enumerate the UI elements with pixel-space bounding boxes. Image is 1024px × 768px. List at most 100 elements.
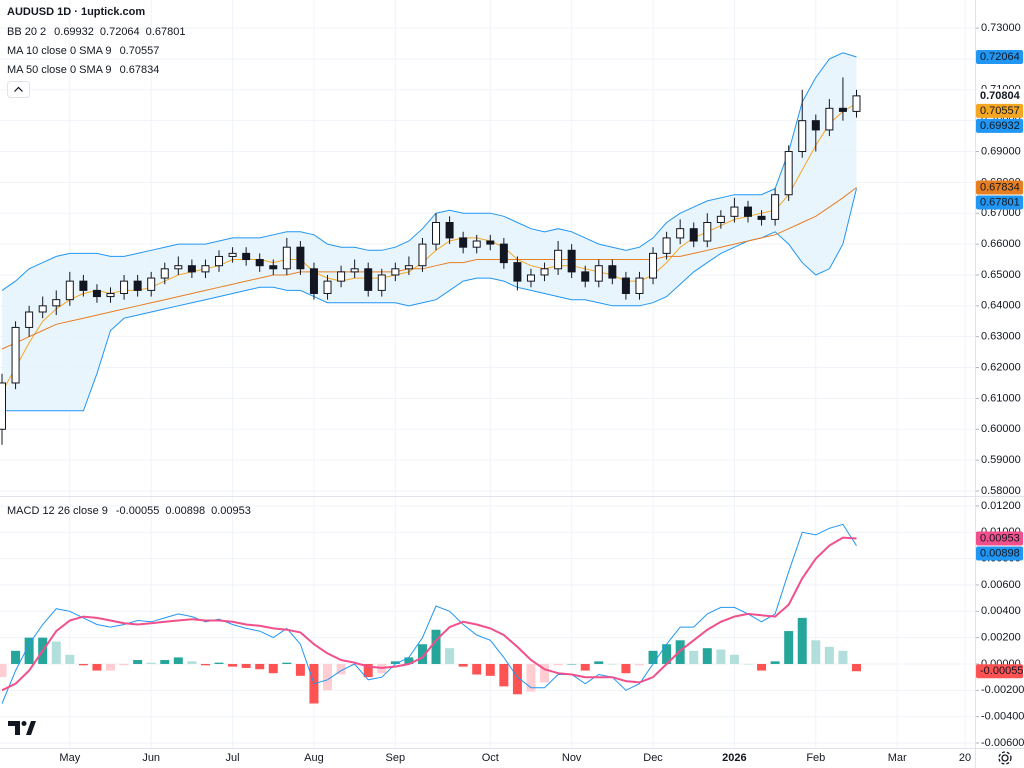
y-tick-label: 0.67000 <box>981 207 1021 219</box>
histogram-bar <box>553 663 563 666</box>
legend-label: MACD 12 26 close 9 <box>7 505 108 517</box>
candle-body <box>784 151 793 196</box>
legend-label: AUDUSD 1D · 1uptick.com <box>7 6 145 18</box>
candle-body <box>594 265 603 282</box>
histogram-bar <box>512 663 522 695</box>
candle-body <box>852 95 861 112</box>
legend-value: 0.70557 <box>120 45 160 57</box>
histogram-bar <box>404 657 414 664</box>
y-tick-label: 0.63000 <box>981 331 1021 343</box>
histogram-bar <box>594 661 604 664</box>
candle-body <box>798 120 807 153</box>
y-tick-label: 0.01200 <box>981 500 1021 512</box>
candle-body <box>621 277 630 294</box>
y-tick-label: 0.00400 <box>981 605 1021 617</box>
histogram-bar <box>689 650 699 664</box>
histogram-bar <box>228 663 238 667</box>
price-tag-label: 0.69932 <box>980 120 1020 132</box>
price-tag-label: 0.72064 <box>980 51 1020 63</box>
bb-fill <box>2 52 857 411</box>
histogram-bar <box>11 650 21 664</box>
y-tick-label: 0.65000 <box>981 269 1021 281</box>
candle-body <box>323 280 332 294</box>
price-tag <box>976 49 1023 64</box>
candle-body <box>526 274 535 282</box>
candle-body <box>282 246 291 270</box>
histogram-bar <box>295 663 305 676</box>
candle-body <box>418 243 427 267</box>
histogram-bar <box>472 663 482 675</box>
price-tag <box>976 180 1023 195</box>
candle-body <box>38 305 47 313</box>
candle-body <box>65 280 74 301</box>
histogram-bar <box>458 663 468 667</box>
y-tick-label: 0.59000 <box>981 454 1021 466</box>
histogram-bar <box>160 660 170 664</box>
histogram-bar <box>580 663 590 671</box>
y-tick-label: 0.64000 <box>981 300 1021 312</box>
candle-body <box>499 243 508 264</box>
candle-body <box>201 265 210 273</box>
legend-label: MA 50 close 0 SMA 9 <box>7 64 112 76</box>
gear-hub <box>1001 754 1009 762</box>
y-tick-label: 0.58000 <box>981 485 1021 497</box>
price-tag-label: 0.70804 <box>980 90 1021 102</box>
histogram-bar <box>729 654 739 664</box>
histogram-bar <box>797 617 807 664</box>
histogram-bar <box>363 663 373 678</box>
histogram-bar <box>743 663 753 665</box>
button-frame <box>7 81 30 98</box>
candle-body <box>147 277 156 291</box>
collapse-button[interactable] <box>7 81 30 98</box>
price-tag <box>976 546 1023 561</box>
histogram-bar <box>0 663 7 678</box>
x-tick-label: Dec <box>643 752 663 764</box>
candle-body <box>445 222 454 239</box>
price-tag-label: 0.67801 <box>980 196 1020 208</box>
candle-body <box>771 194 780 220</box>
candle-body <box>716 215 725 224</box>
bb-lower <box>2 188 857 412</box>
candle-body <box>0 382 6 430</box>
y-tick-label: -0.00200 <box>981 684 1024 696</box>
histogram-bar <box>282 662 292 664</box>
candle-body <box>757 215 766 220</box>
gear-teeth <box>998 751 1012 765</box>
candle-body <box>581 271 590 282</box>
histogram-bar <box>133 660 143 664</box>
histogram-bar <box>824 646 834 664</box>
candle-body <box>472 240 481 248</box>
histogram-bar <box>485 663 495 676</box>
histogram-bar <box>702 648 712 664</box>
settings-icon[interactable] <box>998 751 1012 765</box>
x-tick-label: 2026 <box>722 752 746 764</box>
histogram-bar <box>255 663 265 670</box>
x-tick-label: Sep <box>386 752 406 764</box>
x-tick-label: Feb <box>806 752 825 764</box>
histogram-bar <box>417 644 427 664</box>
candle-body <box>838 107 847 112</box>
histogram-bar <box>634 663 644 666</box>
candle-body <box>187 265 196 273</box>
price-tag <box>976 531 1023 546</box>
legend-value: 0.00953 <box>211 505 251 517</box>
moving-average <box>1 103 857 393</box>
candle-body <box>513 262 522 282</box>
histogram-bar <box>214 662 224 664</box>
candle-body <box>743 206 752 217</box>
y-tick-label: 0.61000 <box>981 392 1021 404</box>
legend-label: BB 20 2 <box>7 26 46 38</box>
moving-average <box>1 187 857 350</box>
legend-value: 0.67834 <box>120 64 160 76</box>
legend-value: 0.69932 <box>54 26 94 38</box>
candle-body <box>79 280 88 291</box>
price-tag <box>976 195 1023 210</box>
histogram-bar <box>24 637 34 664</box>
histogram-bar <box>526 663 536 692</box>
labels: 0.58000 0.59000 0.60000 0.61000 0.62000 0.630… <box>7 6 1024 764</box>
y-tick-label: 0.62000 <box>981 361 1021 373</box>
histogram-bar <box>838 650 848 664</box>
